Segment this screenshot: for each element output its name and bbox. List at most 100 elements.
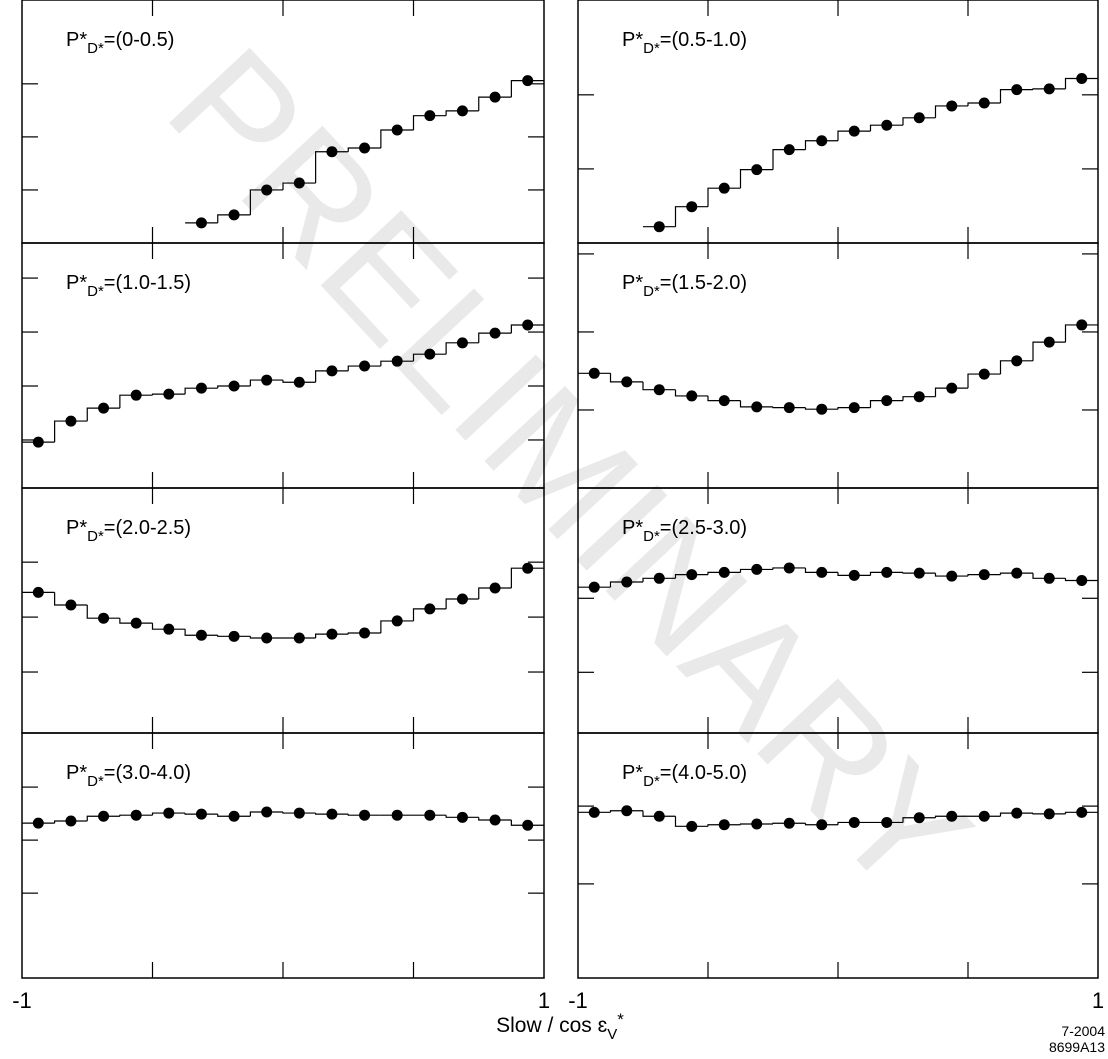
data-point [195, 382, 207, 394]
data-point [32, 586, 44, 598]
title-range: =(4.0-5.0) [660, 762, 747, 784]
data-point [98, 612, 110, 624]
x-tick-label: -1 [568, 988, 588, 1013]
data-point [621, 376, 633, 388]
data-point [359, 809, 371, 821]
panels: P*D*=(0-0.5) P*D*=(0.5-1.0)P*D*=(1.0-1.5)… [12, 0, 1104, 1013]
data-point [1011, 84, 1023, 96]
data-point [1011, 355, 1023, 367]
data-point [424, 809, 436, 821]
panel-frame [21, 732, 545, 979]
data-point [228, 380, 240, 392]
title-sub: D* [87, 528, 104, 545]
data-point [326, 146, 338, 158]
title-range: =(2.5-3.0) [660, 517, 747, 539]
data-point [718, 182, 730, 194]
title-sub: D* [643, 283, 660, 300]
data-point [456, 811, 468, 823]
data-point [913, 812, 925, 824]
data-point [848, 125, 860, 137]
x-axis-label: Slow / cos ɛV* [496, 1010, 624, 1043]
data-point [751, 818, 763, 830]
data-point [913, 391, 925, 403]
data-point [783, 562, 795, 574]
data-point [293, 807, 305, 819]
panel-frame [577, 0, 1099, 244]
panel-title: P*D*=(1.5-2.0) [622, 272, 747, 300]
data-point [261, 374, 273, 386]
x-label-main: Slow / cos ɛ [496, 1014, 608, 1037]
title-range: =(1.0-1.5) [104, 272, 191, 294]
data-point [326, 808, 338, 820]
data-point [718, 395, 730, 407]
data-point [653, 810, 665, 822]
data-point [228, 630, 240, 642]
data-point [424, 110, 436, 122]
data-point [946, 810, 958, 822]
data-point [881, 119, 893, 131]
data-point [391, 615, 403, 627]
data-point [686, 201, 698, 213]
panel: P*D*=(2.5-3.0) [577, 487, 1099, 734]
panel: -1 1 P*D*=(3.0-4.0) [12, 732, 550, 1013]
data-point [978, 368, 990, 380]
data-point [881, 395, 893, 407]
watermark: PRELIMINARY [135, 14, 1004, 927]
data-point [424, 348, 436, 360]
data-point [163, 388, 175, 400]
data-point [32, 436, 44, 448]
data-point [1076, 806, 1088, 818]
data-point [588, 806, 600, 818]
data-point [65, 815, 77, 827]
data-point [816, 135, 828, 147]
data-point [522, 819, 534, 831]
data-point [1043, 808, 1055, 820]
data-point [522, 319, 534, 331]
data-point [881, 566, 893, 578]
data-point [946, 100, 958, 112]
data-point [1011, 567, 1023, 579]
data-point [391, 124, 403, 136]
data-point [848, 402, 860, 414]
data-point [783, 817, 795, 829]
data-point [621, 576, 633, 588]
data-point [359, 627, 371, 639]
data-point [946, 382, 958, 394]
data-point [163, 623, 175, 635]
data-point [228, 810, 240, 822]
footer-date: 7-2004 [1061, 1023, 1105, 1039]
data-point [261, 632, 273, 644]
data-point [751, 164, 763, 176]
data-point [326, 365, 338, 377]
data-point [718, 566, 730, 578]
data-point [98, 810, 110, 822]
title-sub: D* [643, 40, 660, 57]
data-point [653, 221, 665, 233]
data-point [686, 569, 698, 581]
data-point [653, 572, 665, 584]
data-point [1043, 83, 1055, 95]
panel: -1 1 P*D*=(4.0-5.0) [568, 732, 1104, 1013]
data-point [978, 810, 990, 822]
panel-frame [21, 487, 545, 734]
data-point [913, 567, 925, 579]
data-point [816, 566, 828, 578]
data-point [1076, 73, 1088, 85]
data-point [65, 599, 77, 611]
data-point [130, 389, 142, 401]
title-range: =(0.5-1.0) [660, 29, 747, 51]
title-main: P* [622, 29, 643, 51]
data-point [946, 570, 958, 582]
data-point [489, 91, 501, 103]
title-main: P* [66, 762, 87, 784]
data-point [751, 563, 763, 575]
title-range: =(3.0-4.0) [104, 762, 191, 784]
data-point [456, 105, 468, 117]
data-point [686, 820, 698, 832]
data-point [783, 144, 795, 156]
data-point [1076, 319, 1088, 331]
data-point [195, 217, 207, 229]
panel-title: P*D*=(3.0-4.0) [66, 762, 191, 790]
